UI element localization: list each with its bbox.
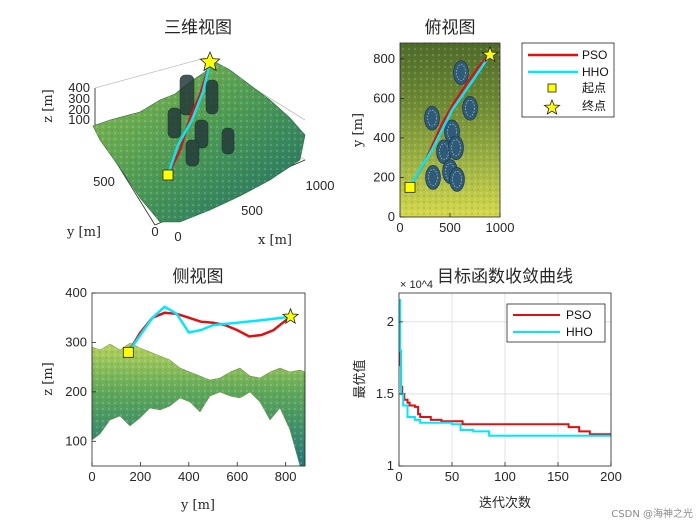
view3d-xtick: 1000 — [306, 178, 335, 193]
sideview-xtick-label: 200 — [130, 469, 152, 484]
view3d-ytick: 0 — [151, 224, 158, 239]
topview-title: 俯视图 — [425, 18, 476, 38]
legend-box: PSO HHO 起点 终点 — [521, 42, 615, 118]
view3d-cylinder — [179, 74, 195, 116]
sideview-terrain-texture — [92, 343, 305, 466]
convergence-xtick-label: 100 — [494, 469, 516, 484]
topview-obstacle — [425, 165, 441, 190]
view3d-ztick: 300 — [68, 91, 90, 106]
sideview-ytick-label: 300 — [65, 334, 87, 349]
view3d-title: 三维视图 — [164, 18, 232, 38]
topview-obstacles — [424, 60, 478, 192]
convergence-xtick-label: 150 — [547, 469, 569, 484]
sideview-xtick-label: 400 — [178, 469, 200, 484]
view3d-panel: 三维视图 400 300 — [41, 18, 334, 248]
view3d-pso-path — [166, 61, 212, 176]
topview-obstacle — [462, 95, 478, 121]
topview-ylabel: y [m] — [351, 113, 366, 148]
topview-obstacle — [424, 105, 440, 131]
view3d-cylinder — [205, 79, 219, 115]
topview-ytick-label: 200 — [373, 169, 395, 184]
topview-xtick-label: 500 — [439, 220, 461, 235]
sideview-panel: 侧视图 0 200 400 600 800 100 200 300 400 y [m] z [m… — [41, 267, 306, 513]
topview-ytick-label: 800 — [373, 51, 395, 66]
sideview-axes-box — [91, 292, 306, 467]
view3d-cylinder — [185, 139, 200, 167]
sideview-ylabel: z [m] — [41, 362, 56, 395]
sideview-ytick-label: 200 — [65, 384, 87, 399]
sideview-ytick-label: 100 — [65, 433, 87, 448]
sideview-goal-marker — [281, 307, 300, 325]
watermark: CSDN @海神之光 — [611, 507, 693, 520]
convergence-axes: 0 50 100 150 200 1 1.5 2 — [376, 292, 622, 484]
legend-goal-swatch — [543, 98, 561, 115]
convergence-exponent: × 10^4 — [400, 279, 433, 291]
topview-goal-marker — [481, 45, 499, 63]
sideview-xlabel: y [m] — [180, 498, 215, 513]
view3d-ztick: 400 — [68, 80, 90, 95]
legend-pso-label: PSO — [582, 48, 607, 62]
view3d-cylinder — [221, 127, 235, 155]
sideview-axes: 0 200 400 600 800 100 200 300 400 — [65, 285, 306, 484]
view3d-goal-marker — [199, 50, 221, 72]
topview-panel: 俯视图 0 500 1000 0 200 400 600 800 y [m] — [351, 18, 514, 235]
legend-start-swatch — [547, 83, 557, 93]
topview-xtick-label: 0 — [396, 220, 403, 235]
sideview-start-marker — [122, 346, 134, 358]
view3d-ztick: 200 — [68, 102, 90, 117]
topview-start-marker — [404, 181, 416, 193]
topview-obstacle — [449, 167, 465, 192]
convergence-legend-hho: HHO — [566, 325, 593, 339]
convergence-legend-pso: PSO — [566, 308, 591, 322]
convergence-pso-line — [399, 299, 611, 436]
legend-goal-label: 终点 — [582, 98, 606, 113]
convergence-xtick-label: 50 — [445, 469, 459, 484]
convergence-ytick-label: 1.5 — [376, 386, 394, 401]
topview-hho-path — [408, 54, 492, 188]
topview-obstacle — [453, 60, 469, 85]
view3d-obstacles — [167, 74, 235, 167]
legend-hho-label: HHO — [582, 65, 609, 79]
convergence-ytick-label: 1 — [387, 458, 394, 473]
convergence-ylabel: 最优值 — [352, 359, 368, 398]
topview-ytick-label: 600 — [373, 90, 395, 105]
view3d-ztick: 100 — [68, 112, 90, 127]
sideview-xtick-label: 800 — [275, 469, 297, 484]
convergence-xtick-label: 200 — [600, 469, 622, 484]
convergence-xlabel: 迭代次数 — [479, 495, 531, 511]
sideview-xtick-label: 0 — [88, 469, 95, 484]
view3d-hho-path — [166, 61, 212, 176]
topview-axes: 0 500 1000 0 200 400 600 800 — [373, 42, 515, 235]
topview-xtick-label: 1000 — [486, 220, 515, 235]
view3d-cylinder — [167, 107, 182, 139]
convergence-title: 目标函数收敛曲线 — [437, 267, 573, 287]
convergence-xtick-label: 0 — [395, 469, 402, 484]
view3d-zlabel: z [m] — [41, 89, 56, 122]
view3d-xtick: 500 — [241, 203, 263, 218]
topview-ytick-label: 400 — [373, 130, 395, 145]
topview-ytick-label: 0 — [388, 209, 395, 224]
sideview-hho-path — [127, 305, 291, 354]
sideview-xtick-label: 600 — [226, 469, 248, 484]
convergence-legend — [506, 303, 606, 343]
view3d-ylabel: y [m] — [66, 225, 101, 240]
topview-pso-path — [408, 54, 491, 188]
topview-obstacle — [448, 135, 464, 161]
view3d-cylinder — [194, 119, 209, 149]
view3d-ytick: 500 — [93, 174, 115, 189]
view3d-start-marker — [162, 169, 174, 181]
sideview-ytick-label: 400 — [65, 285, 87, 300]
legend-start-label: 起点 — [582, 81, 606, 95]
sideview-title: 侧视图 — [173, 267, 224, 287]
convergence-panel: 目标函数收敛曲线 0 50 100 150 200 1 1.5 2 × 10^4 PSO HH… — [352, 267, 622, 511]
view3d-xtick: 0 — [174, 229, 181, 244]
view3d-xlabel: x [m] — [258, 233, 292, 248]
convergence-ytick-label: 2 — [387, 314, 394, 329]
